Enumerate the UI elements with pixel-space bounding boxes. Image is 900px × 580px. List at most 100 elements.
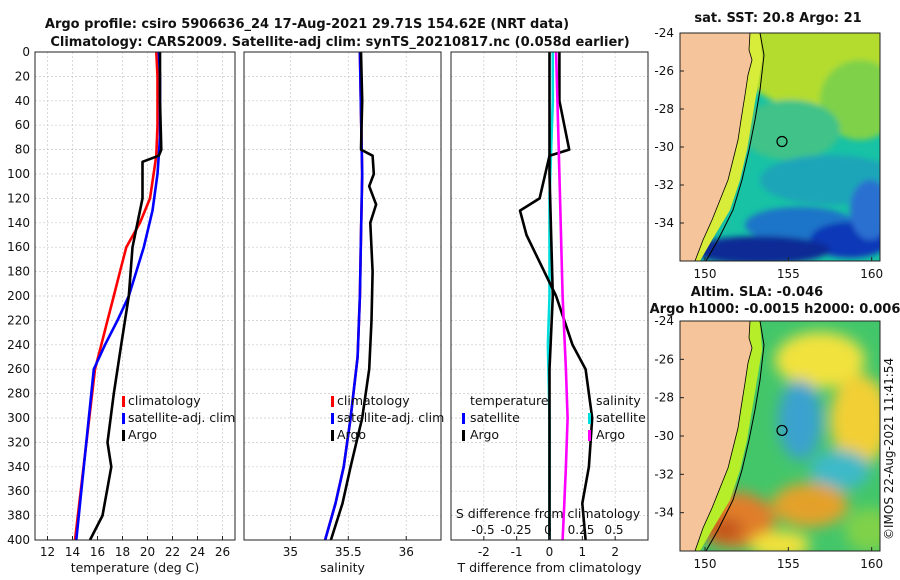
y-tick-label: 240	[7, 338, 30, 352]
depth-axis: 0 20 40 60 80 100 120 140 160 180 200 220 240 260 280 3…	[7, 45, 30, 547]
legend-label-climatology: climatology	[128, 393, 201, 408]
x-tick-label: -2	[478, 545, 490, 559]
x-tick-label: 35.5	[335, 545, 362, 559]
legend-swatch-satellite	[122, 413, 125, 424]
legend-label-climatology: climatology	[337, 393, 410, 408]
sla-map-title-2: Argo h1000: -0.0015 h2000: 0.006	[650, 302, 900, 317]
y-tick-label: 260	[7, 362, 30, 376]
salinity-panel: 35 35.5 36 salinity	[243, 51, 442, 575]
y-tick-label: 280	[7, 387, 30, 401]
series-line	[329, 51, 378, 541]
sla-map-title-1: Altim. SLA: -0.046	[691, 285, 823, 300]
coastline	[694, 33, 753, 261]
legend-label-t-satellite: satellite	[470, 410, 520, 425]
legend-heading-salinity: salinity	[596, 393, 641, 408]
legend-label-s-satellite: satellite	[596, 410, 646, 425]
legend-label-s-argo: Argo	[596, 427, 625, 442]
legend-swatch-t-satellite	[462, 413, 465, 424]
lat-tick-label: -24	[654, 314, 674, 328]
secondary-axis: S difference from climatology -0.5 -0.25…	[456, 506, 641, 537]
y-tick-label: 360	[7, 484, 30, 498]
temperature-legend: climatology satellite-adj. clim Argo	[122, 393, 235, 442]
legend-label-satellite: satellite-adj. clim	[128, 410, 235, 425]
shelf-contour	[705, 321, 765, 551]
title-line-2: Climatology: CARS2009. Satellite-adj cli…	[50, 35, 629, 50]
y-tick-label: 60	[15, 118, 30, 132]
secondary-tick: -0.25	[500, 523, 531, 537]
x-tick-label: 14	[65, 545, 80, 559]
x-tick-label: 22	[165, 545, 180, 559]
lat-tick-label: -30	[654, 140, 674, 154]
y-tick-label: 20	[15, 69, 30, 83]
lat-tick-label: -28	[654, 102, 674, 116]
plot-frame	[243, 51, 442, 541]
y-tick-label: 80	[15, 143, 30, 157]
shelf-contour	[705, 33, 765, 261]
secondary-tick: 0.25	[568, 523, 595, 537]
x-tick-label: -1	[511, 545, 523, 559]
lat-tick-label: -30	[654, 429, 674, 443]
secondary-tick: 0	[544, 523, 552, 537]
y-tick-label: 380	[7, 509, 30, 523]
series-line	[73, 51, 159, 541]
series-line	[554, 51, 569, 541]
series-line	[548, 52, 555, 540]
sst-map: sat. SST: 20.8 Argo: 21 -24-26-28-30-32-…	[654, 11, 883, 281]
sla-map-axes: -24 -26 -28 -30 -32 -34 150 155 160	[654, 314, 883, 571]
x-tick-label: 0	[546, 545, 554, 559]
lon-tick-label: 160	[860, 557, 883, 571]
land	[680, 321, 752, 551]
legend-label-satellite: satellite-adj. clim	[337, 410, 444, 425]
lat-tick-label: -32	[654, 467, 674, 481]
x-axis-label: T difference from climatology	[456, 560, 642, 575]
y-tick-label: 220	[7, 313, 30, 327]
series-line	[518, 52, 594, 541]
x-tick-label: 2	[611, 545, 619, 559]
difference-legend-right: salinity satellite Argo	[588, 393, 646, 442]
secondary-tick: -0.5	[471, 523, 494, 537]
lon-tick-label: 155	[777, 557, 800, 571]
difference-panel: -2 -1 0 1 2T difference from climatology	[450, 51, 649, 575]
x-tick-label: 26	[215, 545, 230, 559]
lat-tick-label: -34	[654, 506, 674, 520]
y-tick-label: 300	[7, 411, 30, 425]
y-tick-label: 0	[22, 45, 30, 59]
x-tick-label: 36	[399, 545, 414, 559]
x-tick-label: 35	[283, 545, 298, 559]
secondary-tick: 0.5	[604, 523, 623, 537]
lat-tick-label: -28	[654, 391, 674, 405]
legend-label-t-argo: Argo	[470, 427, 499, 442]
x-axis-label: temperature (deg C)	[71, 560, 200, 575]
title-line-1: Argo profile: csiro 5906636_24 17-Aug-20…	[45, 17, 569, 32]
credit-text: ©IMOS 22-Aug-2021 11:41:54	[882, 358, 896, 540]
coastline	[694, 321, 753, 551]
y-tick-label: 400	[7, 533, 30, 547]
sst-map-title: sat. SST: 20.8 Argo: 21	[694, 11, 861, 26]
y-tick-label: 140	[7, 216, 30, 230]
legend-heading-temperature: temperature	[470, 393, 549, 408]
x-tick-label: 12	[40, 545, 55, 559]
legend-swatch-argo	[331, 430, 334, 441]
y-tick-label: 340	[7, 460, 30, 474]
temperature-panel: 12 14 16 18 20 22 24 26 temperature (deg C)	[34, 51, 236, 575]
lat-tick-label: -34	[654, 216, 674, 230]
lon-tick-label: 150	[694, 557, 717, 571]
legend-swatch-argo	[122, 430, 125, 441]
sst-map-axes: -24 -26 -28 -30 -32 -34 150 155 160	[654, 26, 883, 281]
plot-frame	[34, 51, 236, 541]
series-line	[88, 52, 163, 541]
y-tick-label: 160	[7, 240, 30, 254]
x-tick-label: 20	[140, 545, 155, 559]
lon-tick-label: 160	[860, 267, 883, 281]
lat-tick-label: -26	[654, 352, 674, 366]
difference-legend-left: temperature satellite Argo	[462, 393, 549, 442]
x-tick-label: 18	[115, 545, 130, 559]
y-tick-label: 320	[7, 435, 30, 449]
x-axis-label: salinity	[320, 560, 365, 575]
y-tick-label: 180	[7, 265, 30, 279]
y-tick-label: 120	[7, 191, 30, 205]
legend-swatch-s-argo	[588, 430, 591, 441]
argo-position-marker	[776, 424, 788, 437]
sla-map: Altim. SLA: -0.046 Argo h1000: -0.0015 h…	[650, 285, 900, 571]
y-tick-label: 200	[7, 289, 30, 303]
